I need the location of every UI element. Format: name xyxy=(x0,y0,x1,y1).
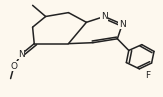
Text: O: O xyxy=(10,62,17,71)
Text: N: N xyxy=(18,50,25,59)
Text: N: N xyxy=(119,20,126,29)
Text: F: F xyxy=(145,71,150,80)
Text: N: N xyxy=(101,12,108,21)
